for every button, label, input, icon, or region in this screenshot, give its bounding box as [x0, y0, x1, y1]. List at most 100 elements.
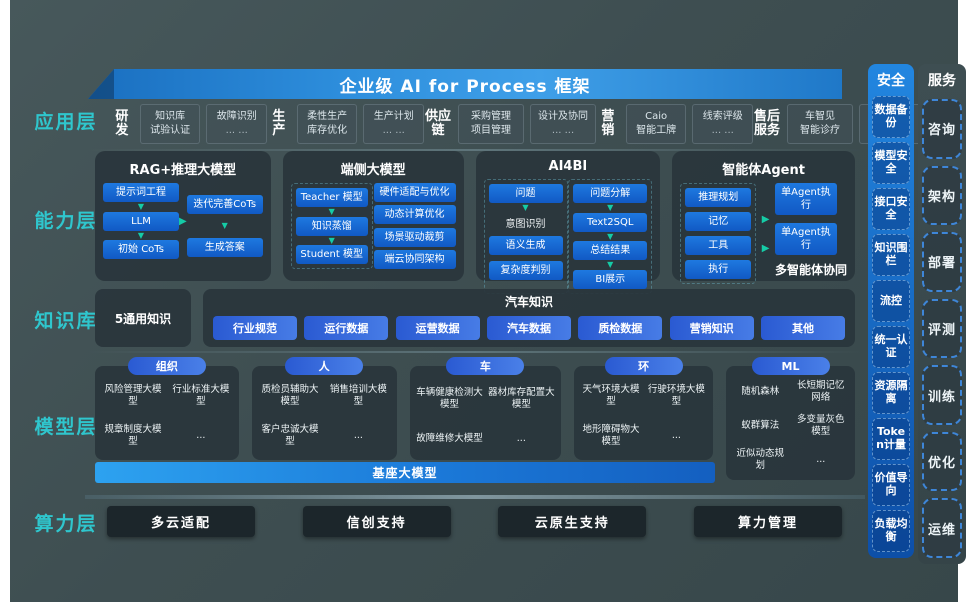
service-column: 服务 咨询 架构 部署 评测 训练 优化 运维: [918, 64, 966, 564]
knowledge-pill: 运行数据: [304, 316, 389, 340]
model-item: ...: [353, 430, 363, 442]
service-item: 训练: [922, 365, 962, 425]
arrow-down-icon: ▼: [328, 207, 335, 216]
arrow-down-icon: ▼: [137, 202, 145, 211]
knowledge-pill: 营销知识: [669, 316, 754, 340]
service-item: 运维: [922, 498, 962, 559]
knowledge-pill: 运营数据: [395, 316, 480, 340]
layer-divider: [85, 149, 865, 151]
compute-box-multicloud: 多云适配: [107, 506, 255, 537]
rag-step: 初始 CoTs: [103, 240, 179, 260]
automotive-knowledge-panel: 汽车知识 行业规范 运行数据 运营数据 汽车数据 质检数据 营销知识 其他: [203, 289, 855, 347]
ai4bi-flow-right: 问题分解 ▼ Text2SQL ▼ 总结结果 ▼ BI展示: [568, 179, 653, 294]
panel-title: RAG+推理大模型: [129, 163, 237, 178]
model-item: 器材库存配置大模型: [488, 386, 555, 410]
app-feature-more: ... ...: [382, 125, 405, 136]
app-feature-box: 柔性生产 库存优化: [296, 104, 358, 144]
ai4bi-step: BI展示: [573, 269, 648, 289]
app-feature: 采购管理: [471, 111, 512, 122]
app-feature-box: 知识库 试验认证: [139, 104, 201, 144]
agent-component: 执行: [685, 260, 752, 279]
app-feature: 智能诊疗: [800, 125, 841, 136]
panel-rag-reasoning-model: RAG+推理大模型 提示词工程 ▼ LLM ▼ 初始 CoTs ▶ 迭代完善Co…: [95, 151, 271, 281]
model-item: 客户忠诚大模型: [261, 424, 319, 448]
app-feature-more: ... ...: [711, 125, 734, 136]
app-feature-box: 线索评级 ... ...: [692, 104, 754, 144]
application-layer-row: 研发 知识库 试验认证 故障识别 ... ... 生产 柔性生产 库存优化 生产…: [110, 100, 926, 148]
security-item: 资源隔离: [872, 372, 910, 414]
service-item: 咨询: [922, 99, 962, 159]
security-item: 负载均衡: [872, 510, 910, 552]
agent-exec-box: 单Agent执行: [774, 223, 837, 255]
agent-exec-list: 单Agent执行 单Agent执行: [774, 183, 837, 255]
agent-component: 记忆: [685, 212, 752, 231]
model-group-pill: 车: [446, 357, 525, 375]
edge-technique: 端云协同架构: [373, 250, 456, 270]
app-feature: 试验认证: [150, 125, 191, 136]
security-item: 统一认证: [872, 326, 910, 368]
app-feature-box: 设计及协同 ... ...: [530, 104, 597, 144]
model-group-ml: ML 随机森林 长短期记忆网络 蚁群算法 多变量灰色模型 近似动态规划 ...: [726, 357, 855, 480]
model-group-vehicle: 车 车辆健康检测大模型 器材库存配置大模型 故障维修大模型 ...: [409, 357, 562, 460]
knowledge-pill-row: 行业规范 运行数据 运营数据 汽车数据 质检数据 营销知识 其他: [213, 316, 845, 340]
edge-step: Student 模型: [295, 245, 368, 265]
model-item: 多变量灰色模型: [797, 414, 845, 437]
panel-title: 智能体Agent: [722, 163, 805, 178]
arrow-right-icon: ▶: [179, 215, 187, 227]
layer-divider: [85, 351, 865, 353]
app-group-name: 营销: [601, 108, 615, 138]
app-feature-more: ... ...: [225, 125, 248, 136]
knowledge-pill: 行业规范: [213, 316, 297, 340]
security-item: 流控: [872, 280, 910, 322]
panel-ai4bi: AI4BI 问题 ▼ 意图识别 语义生成 复杂度判别 问题分解 ▼ Text2S…: [475, 151, 661, 294]
agent-caption: 多智能体协同: [774, 263, 847, 277]
service-item: 评测: [922, 298, 962, 359]
app-feature: 故障识别: [216, 111, 257, 122]
compute-layer-row: 多云适配 信创支持 云原生支持 算力管理: [107, 506, 842, 537]
model-item: ...: [671, 430, 681, 442]
arrow-down-icon: ▼: [607, 203, 614, 212]
title-ribbon: 企业级 AI for Process 框架: [88, 69, 842, 99]
model-item: ...: [516, 433, 526, 445]
app-group-marketing: 营销 Caio 智能工牌 线索评级 ... ...: [596, 100, 754, 148]
security-item: 知识围栏: [872, 234, 910, 276]
ai4bi-step: 复杂度判别: [488, 260, 563, 280]
layer-label-compute: 算力层: [34, 513, 98, 535]
ai4bi-step: Text2SQL: [573, 212, 648, 232]
compute-box-cloudnative: 云原生支持: [498, 506, 647, 537]
app-feature-box: 故障识别 ... ...: [206, 104, 267, 144]
service-header: 服务: [928, 73, 956, 89]
model-group-people: 人 质检员辅助大模型 销售培训大模型 客户忠诚大模型 ...: [251, 357, 397, 460]
model-group-pill: ML: [751, 357, 830, 375]
service-item: 架构: [922, 165, 962, 226]
ai4bi-step: 语义生成: [488, 235, 563, 255]
arrow-down-icon: ▼: [221, 221, 228, 231]
model-item: 行驶环境大模型: [647, 383, 705, 407]
page-title: 企业级 AI for Process 框架: [339, 76, 591, 97]
edge-technique-list: 硬件适配与优化 动态计算优化 场景驱动裁剪 端云协同架构: [373, 183, 456, 270]
agent-exec-wrap: 单Agent执行 单Agent执行 多智能体协同: [774, 183, 847, 284]
layer-divider: [85, 495, 865, 499]
framework-slide: 企业级 AI for Process 框架 应用层 能力层 知识库 模型层 算力…: [10, 0, 966, 602]
edge-distill-flow: Teacher 模型 ▼ 知识蒸馏 ▼ Student 模型: [290, 183, 373, 270]
model-item: 故障维修大模型: [416, 433, 483, 445]
knowledge-pill: 质检数据: [578, 316, 663, 340]
layer-label-model: 模型层: [34, 416, 98, 438]
security-item: 数据备份: [872, 96, 910, 138]
ai4bi-flow-left: 问题 ▼ 意图识别 语义生成 复杂度判别: [483, 179, 568, 294]
app-feature: 库存优化: [307, 125, 348, 136]
security-column: 安全 数据备份 模型安全 接口安全 知识围栏 流控 统一认证 资源隔离 Toke…: [868, 64, 914, 558]
compute-box-xinchuang: 信创支持: [302, 506, 451, 537]
model-item: 质检员辅助大模型: [261, 383, 319, 407]
security-item: 价值导向: [872, 464, 910, 506]
agent-component-list: 推理规划 记忆 工具 执行: [680, 183, 757, 284]
app-group-supply-chain: 供应链 采购管理 项目管理 设计及协同 ... ...: [424, 100, 597, 148]
model-item: ...: [816, 453, 826, 465]
model-item: 天气环境大模型: [582, 383, 640, 407]
app-feature-box: 车智见 智能诊疗: [787, 104, 854, 144]
model-group-pill: 环: [604, 357, 683, 375]
model-group-environment: 环 天气环境大模型 行驶环境大模型 地形障碍物大模型 ...: [574, 357, 714, 460]
model-layer-row: 组织 风险管理大模型 行业标准大模型 规章制度大模型 ... 人 质检员辅助大模…: [95, 357, 855, 480]
app-feature-more: ... ...: [551, 125, 575, 136]
